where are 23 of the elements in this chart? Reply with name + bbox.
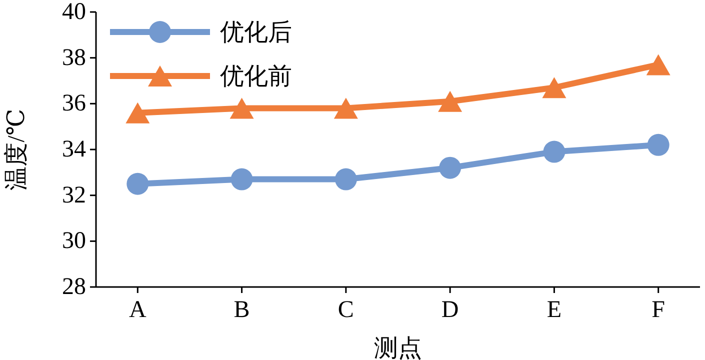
- x-tick-label: A: [128, 297, 147, 323]
- x-tick-label: E: [546, 297, 562, 323]
- y-axis-title: 温度/℃: [3, 108, 30, 190]
- point: [647, 134, 670, 156]
- point: [439, 156, 462, 179]
- x-tick-label: D: [441, 297, 459, 323]
- x-tick-label: F: [652, 297, 666, 323]
- legend-label: 优化后: [220, 18, 292, 46]
- point: [126, 172, 149, 195]
- y-tick-label: 28: [62, 274, 86, 300]
- x-axis-title: 测点: [374, 336, 422, 360]
- y-tick-label: 32: [62, 182, 86, 208]
- legend-label: 优化前: [220, 62, 292, 90]
- y-tick-label: 36: [62, 90, 86, 117]
- x-tick-label: C: [338, 297, 354, 323]
- point: [543, 140, 566, 163]
- point: [334, 168, 357, 190]
- y-tick-label: 30: [62, 228, 86, 254]
- y-tick-label: 40: [62, 0, 86, 25]
- y-tick-label: 34: [62, 136, 86, 162]
- y-tick-label: 38: [62, 44, 86, 71]
- point: [230, 168, 253, 190]
- x-tick-label: B: [234, 297, 250, 323]
